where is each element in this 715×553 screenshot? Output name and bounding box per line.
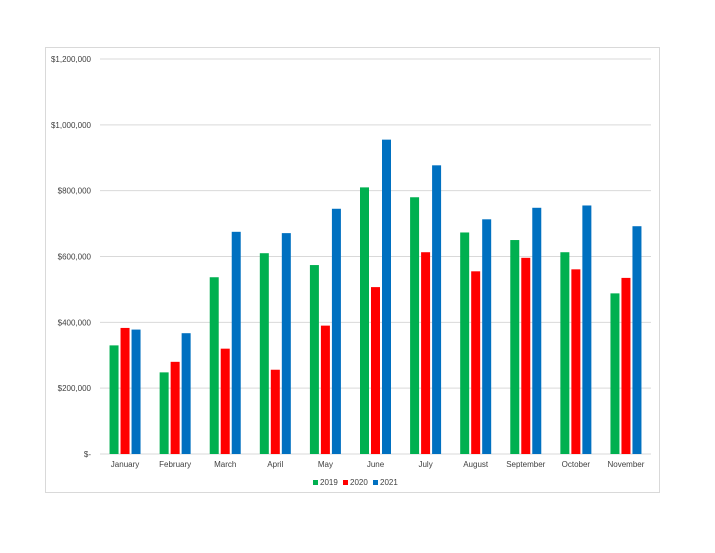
bar-2021-november xyxy=(632,226,642,454)
y-tick-label: $600,000 xyxy=(58,253,92,262)
x-tick-label: September xyxy=(506,460,545,469)
bar-2020-march xyxy=(220,348,230,454)
y-tick-label: $400,000 xyxy=(58,318,92,327)
legend-swatch-2020 xyxy=(343,480,348,485)
bar-2020-september xyxy=(521,257,531,454)
bar-2021-april xyxy=(281,233,291,454)
y-tick-label: $1,200,000 xyxy=(51,55,92,64)
y-tick-label: $800,000 xyxy=(58,187,92,196)
y-tick-label: $1,000,000 xyxy=(51,121,92,130)
x-tick-label: June xyxy=(367,460,385,469)
bar-2021-september xyxy=(532,207,542,454)
bar-2020-june xyxy=(371,287,380,454)
bar-2021-august xyxy=(482,219,492,454)
bar-2021-june xyxy=(382,139,391,455)
x-tick-label: November xyxy=(608,460,645,469)
legend-swatch-2019 xyxy=(313,480,318,485)
x-tick-label: August xyxy=(463,460,489,469)
x-tick-label: April xyxy=(267,460,283,469)
x-tick-label: February xyxy=(159,460,191,469)
bar-2019-june xyxy=(360,187,369,454)
bar-2021-march xyxy=(231,231,241,454)
bar-2020-november xyxy=(621,277,631,454)
y-tick-label: $- xyxy=(84,450,91,459)
bar-2020-january xyxy=(120,327,130,454)
bar-2020-february xyxy=(170,361,180,454)
bar-2021-july xyxy=(432,165,442,454)
bar-2021-may xyxy=(331,208,341,454)
chart-frame: $- $200,000 $400,000 $600,000 $800,000 $1,000… xyxy=(45,47,660,493)
bar-2019-february xyxy=(159,372,169,454)
bar-2020-october xyxy=(571,269,581,454)
x-tick-label: May xyxy=(318,460,333,469)
bar-2021-october xyxy=(582,205,592,454)
bar-2020-july xyxy=(421,252,431,454)
legend-swatch-2021 xyxy=(373,480,378,485)
bar-2019-may xyxy=(309,265,319,454)
bar-2021-february xyxy=(181,333,191,454)
bar-2019-september xyxy=(510,240,520,454)
x-tick-label: March xyxy=(214,460,236,469)
bar-2021-january xyxy=(131,329,141,454)
x-tick-label: January xyxy=(111,460,139,469)
bar-2020-august xyxy=(471,271,481,454)
bar-2019-august xyxy=(460,232,470,454)
legend-label-2020: 2020 xyxy=(350,478,368,487)
x-tick-label: October xyxy=(562,460,591,469)
x-tick-label: July xyxy=(418,460,432,469)
y-tick-label: $200,000 xyxy=(58,384,92,393)
bar-2019-january xyxy=(109,345,119,454)
bar-2020-april xyxy=(270,369,280,454)
bar-2019-october xyxy=(560,252,570,454)
legend-label-2019: 2019 xyxy=(320,478,338,487)
bar-2019-april xyxy=(259,253,269,454)
bar-2019-july xyxy=(410,197,420,454)
bar-2019-march xyxy=(209,277,219,454)
legend-label-2021: 2021 xyxy=(380,478,398,487)
bar-2019-november xyxy=(610,293,620,454)
bar-2020-may xyxy=(320,325,330,454)
